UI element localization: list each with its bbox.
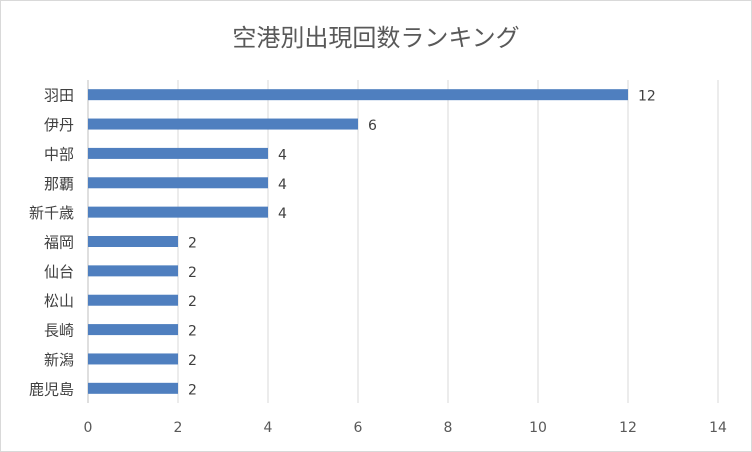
data-label: 2 xyxy=(188,382,197,398)
category-label: 中部 xyxy=(44,145,74,163)
bar-0 xyxy=(88,89,628,101)
data-label: 4 xyxy=(278,147,287,163)
category-label: 羽田 xyxy=(44,87,74,105)
x-tick-label: 6 xyxy=(354,420,363,436)
data-label: 12 xyxy=(638,89,656,105)
bar-6 xyxy=(88,265,178,277)
category-label: 鹿児島 xyxy=(29,380,74,398)
data-label: 2 xyxy=(188,324,197,340)
bar-3 xyxy=(88,177,268,189)
bar-4 xyxy=(88,206,268,218)
category-label: 新千歳 xyxy=(29,204,74,222)
category-label: 那覇 xyxy=(44,175,74,193)
x-tick-label: 14 xyxy=(709,420,727,436)
x-tick-label: 4 xyxy=(264,420,273,436)
data-label: 4 xyxy=(278,206,287,222)
x-tick-label: 12 xyxy=(619,420,637,436)
bar-8 xyxy=(88,324,178,336)
bar-10 xyxy=(88,382,178,394)
data-label: 2 xyxy=(188,353,197,369)
category-label: 仙台 xyxy=(44,263,74,281)
bar-2 xyxy=(88,147,268,159)
category-label: 松山 xyxy=(44,292,74,310)
chart-title: 空港別出現回数ランキング xyxy=(232,24,520,52)
bar-5 xyxy=(88,236,178,247)
x-tick-label: 0 xyxy=(84,420,93,436)
category-label: 伊丹 xyxy=(44,116,74,134)
bar-1 xyxy=(88,118,358,130)
category-label: 長崎 xyxy=(44,322,74,340)
bar-7 xyxy=(88,294,178,306)
category-label: 新潟 xyxy=(44,351,74,369)
x-tick-label: 8 xyxy=(444,420,453,436)
data-label: 2 xyxy=(188,265,197,281)
category-label: 福岡 xyxy=(44,234,74,252)
data-label: 4 xyxy=(278,177,287,193)
data-label: 2 xyxy=(188,294,197,310)
bar-9 xyxy=(88,353,178,365)
data-label: 2 xyxy=(188,236,197,252)
x-tick-label: 10 xyxy=(529,420,547,436)
x-tick-label: 2 xyxy=(174,420,183,436)
data-label: 6 xyxy=(368,118,377,134)
